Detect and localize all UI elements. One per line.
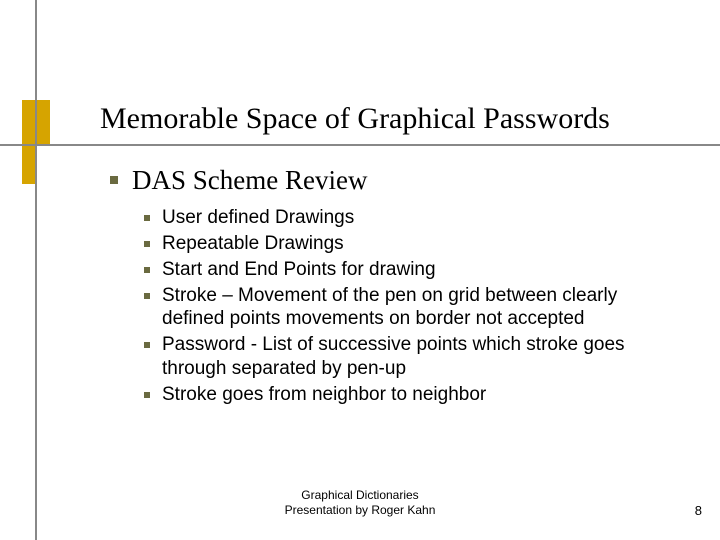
footer-line-1: Graphical Dictionaries <box>0 488 720 503</box>
list-item-text: Stroke goes from neighbor to neighbor <box>162 383 486 407</box>
list-item: Stroke goes from neighbor to neighbor <box>144 383 670 407</box>
square-bullet-icon <box>144 241 150 247</box>
slide-title: Memorable Space of Graphical Passwords <box>100 102 610 136</box>
accent-block-left <box>22 144 35 184</box>
list-item: Password - List of successive points whi… <box>144 333 670 381</box>
list-item: User defined Drawings <box>144 206 670 230</box>
footer-line-2: Presentation by Roger Kahn <box>0 503 720 518</box>
square-bullet-icon <box>144 342 150 348</box>
list-item-text: User defined Drawings <box>162 206 354 230</box>
square-bullet-icon <box>110 176 118 184</box>
square-bullet-icon <box>144 267 150 273</box>
page-number: 8 <box>695 503 702 518</box>
list-item: Stroke – Movement of the pen on grid bet… <box>144 284 670 332</box>
square-bullet-icon <box>144 215 150 221</box>
list-item-text: Start and End Points for drawing <box>162 258 436 282</box>
list-item-text: Repeatable Drawings <box>162 232 344 256</box>
divider-horizontal <box>0 144 720 146</box>
list-item-text: Password - List of successive points whi… <box>162 333 670 381</box>
section-item: DAS Scheme Review <box>110 164 670 196</box>
slide-footer: Graphical Dictionaries Presentation by R… <box>0 488 720 518</box>
divider-vertical <box>35 0 37 540</box>
list-item-text: Stroke – Movement of the pen on grid bet… <box>162 284 670 332</box>
section-heading: DAS Scheme Review <box>132 164 367 196</box>
slide: Memorable Space of Graphical Passwords D… <box>0 0 720 540</box>
list-item: Start and End Points for drawing <box>144 258 670 282</box>
list-item: Repeatable Drawings <box>144 232 670 256</box>
slide-body: DAS Scheme Review User defined Drawings … <box>110 164 670 408</box>
square-bullet-icon <box>144 392 150 398</box>
bullet-list: User defined Drawings Repeatable Drawing… <box>144 206 670 406</box>
square-bullet-icon <box>144 293 150 299</box>
